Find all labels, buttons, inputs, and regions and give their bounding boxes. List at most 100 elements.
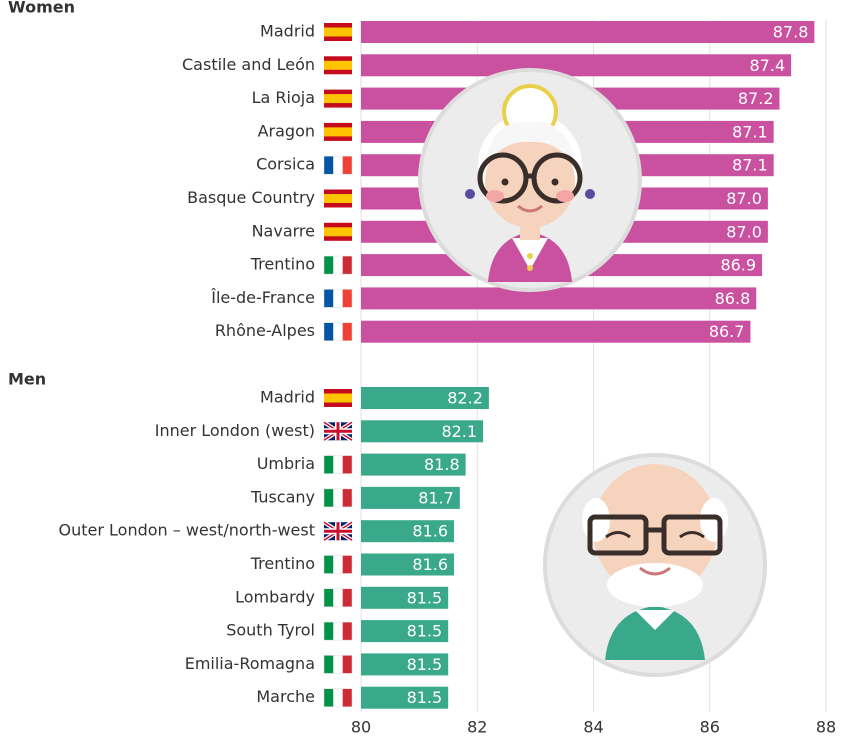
bar xyxy=(361,553,454,576)
x-tick-label: 84 xyxy=(583,718,603,737)
value-label: 81.5 xyxy=(407,655,443,674)
value-label: 87.4 xyxy=(750,56,786,75)
category-label: Île-de-France xyxy=(210,288,315,307)
x-tick-label: 86 xyxy=(700,718,720,737)
category-label: Umbria xyxy=(257,454,315,473)
value-label: 87.1 xyxy=(732,122,768,141)
value-label: 81.5 xyxy=(407,622,443,641)
bar xyxy=(361,387,489,409)
flag-band xyxy=(342,455,352,474)
flag-band xyxy=(324,194,352,203)
flag xyxy=(324,389,352,407)
flag-band xyxy=(324,588,334,607)
category-label: Emilia-Romagna xyxy=(185,654,315,673)
flag-band xyxy=(333,256,343,275)
flag-band xyxy=(342,655,352,674)
flag-band xyxy=(324,555,334,574)
category-label: Basque Country xyxy=(187,188,315,207)
flag xyxy=(324,89,352,108)
flag-band xyxy=(324,289,334,308)
flag-border xyxy=(323,688,353,707)
flag-border xyxy=(323,588,353,608)
bar xyxy=(361,686,449,709)
flag-band xyxy=(324,455,334,474)
flag-band xyxy=(324,393,352,403)
flag xyxy=(323,322,353,341)
flag-band xyxy=(333,156,343,175)
woman-avatar xyxy=(418,68,642,292)
flag-band xyxy=(324,622,334,641)
flag-band xyxy=(342,688,352,707)
flag xyxy=(324,56,352,75)
value-label: 81.6 xyxy=(412,522,448,541)
value-label: 87.0 xyxy=(726,189,762,208)
bar xyxy=(361,54,792,77)
flag-band xyxy=(324,256,334,275)
flag-band xyxy=(324,322,334,341)
bar xyxy=(361,320,751,343)
flag-band xyxy=(333,622,343,641)
value-label: 87.1 xyxy=(732,156,768,175)
flag-border xyxy=(323,621,353,641)
man-avatar xyxy=(543,453,767,677)
bar xyxy=(361,453,466,476)
flag-band xyxy=(333,488,343,507)
flag xyxy=(324,122,352,141)
category-label: Rhône-Alpes xyxy=(215,321,315,340)
flag-band xyxy=(333,289,343,308)
value-label: 87.0 xyxy=(726,222,762,241)
flag xyxy=(323,655,353,674)
value-label: 81.5 xyxy=(407,588,443,607)
category-label: Outer London – west/north-west xyxy=(59,521,316,540)
category-label: La Rioja xyxy=(252,88,315,107)
flag xyxy=(322,520,354,542)
value-label: 86.8 xyxy=(715,289,751,308)
category-label: Madrid xyxy=(260,388,315,407)
flag-border xyxy=(323,255,353,275)
value-label: 86.7 xyxy=(709,322,745,341)
category-label: Corsica xyxy=(256,155,315,174)
flag xyxy=(322,420,354,442)
flag-band xyxy=(333,688,343,707)
x-tick-label: 88 xyxy=(816,718,836,737)
flag-band xyxy=(342,488,352,507)
flag xyxy=(323,555,353,574)
flag-band xyxy=(324,488,334,507)
flag-band xyxy=(333,322,343,341)
flag-band xyxy=(342,256,352,275)
flag-band xyxy=(342,289,352,308)
flag xyxy=(324,23,352,41)
x-tick-label: 82 xyxy=(467,718,487,737)
flag-band xyxy=(324,27,352,37)
flag-band xyxy=(324,227,352,237)
x-tick-label: 80 xyxy=(351,718,371,737)
flag xyxy=(323,155,353,175)
category-label: Tuscany xyxy=(250,487,315,506)
flag-band xyxy=(324,156,334,175)
flag-band xyxy=(324,688,334,707)
category-label: Trentino xyxy=(250,255,315,274)
bar xyxy=(361,420,484,443)
bar xyxy=(361,21,815,43)
category-label: Trentino xyxy=(250,554,315,573)
category-label: Marche xyxy=(256,687,315,706)
value-label: 86.9 xyxy=(720,256,756,275)
category-label: Madrid xyxy=(260,22,315,41)
value-label: 82.1 xyxy=(441,422,477,441)
flag xyxy=(323,621,353,641)
flag-band xyxy=(333,588,343,607)
flag xyxy=(323,588,353,608)
labels: Women Madrid 87.8 Castile and León 87.4 La Ri… xyxy=(8,0,836,737)
flag-border xyxy=(323,555,353,574)
flag-border xyxy=(323,455,353,474)
category-label: Castile and León xyxy=(182,55,315,74)
category-label: Navarre xyxy=(252,221,315,240)
flag xyxy=(324,222,352,241)
flag-band xyxy=(324,655,334,674)
flag-border xyxy=(323,155,353,175)
flag-border xyxy=(323,322,353,341)
flag-cross xyxy=(324,522,352,541)
flag xyxy=(323,255,353,275)
bar xyxy=(361,486,460,509)
